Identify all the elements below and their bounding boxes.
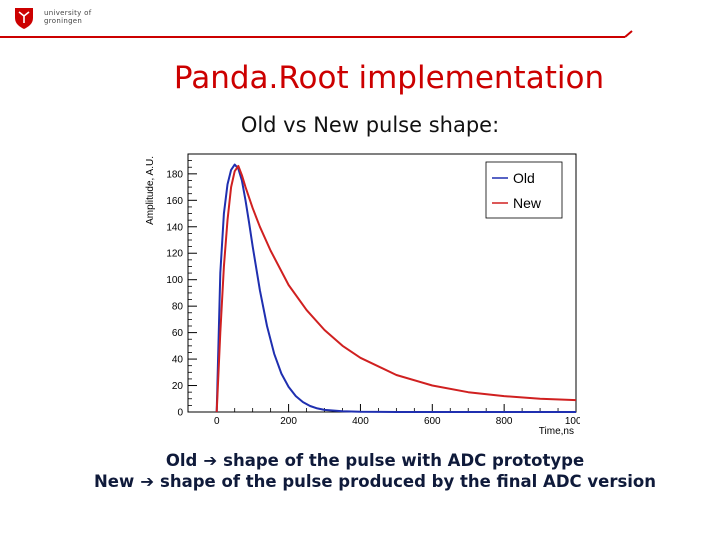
y-tick-label: 80 [172, 302, 184, 313]
caption-new-text: shape of the pulse produced by the final… [160, 472, 657, 491]
right-arrow-icon: ➔ [140, 472, 155, 491]
y-tick-label: 180 [166, 169, 183, 180]
y-axis-label: Amplitude, A.U. [145, 156, 156, 225]
series-line-new [215, 164, 577, 413]
logo-text-line2: groningen [44, 17, 83, 25]
logo-text-line1: university of [44, 9, 92, 17]
y-tick-label: 60 [172, 328, 184, 339]
x-tick-label: 1000 [565, 416, 580, 427]
x-tick-label: 800 [496, 416, 513, 427]
page-title: Panda.Root implementation [173, 60, 605, 96]
legend-box [485, 161, 563, 219]
y-tick-label: 100 [166, 275, 183, 286]
header: university of groningen [0, 0, 720, 40]
y-tick-label: 40 [172, 355, 184, 366]
right-arrow-icon: ➔ [203, 451, 218, 470]
y-tick-label: 140 [166, 222, 183, 233]
caption-line-1: Old ➔ shape of the pulse with ADC prototyp… [0, 451, 720, 470]
y-tick-label: 0 [177, 408, 183, 419]
legend-label: New [513, 195, 542, 211]
series-line-old [215, 163, 576, 413]
y-tick-label: 160 [166, 196, 183, 207]
caption-new-term: New [93, 472, 135, 491]
header-rule [0, 30, 633, 38]
pulse-shape-chart: 0 20 40 60 80 100 120 140 160 180 0 200 400 600 800 100… [145, 153, 580, 437]
chart-legend: Old New [485, 161, 563, 219]
caption-old-text: shape of the pulse with ADC prototype [223, 451, 585, 470]
x-axis-label: Time,ns [539, 426, 574, 437]
caption-old-term: Old [165, 451, 198, 470]
legend-label: Old [513, 170, 535, 186]
x-tick-label: 600 [424, 416, 441, 427]
y-tick-label: 120 [166, 249, 183, 260]
logo-text: university of groningen [44, 9, 92, 25]
page-subtitle: Old vs New pulse shape: [240, 113, 500, 137]
caption-line-2: New ➔ shape of the pulse produced by the f… [0, 472, 720, 491]
x-tick-label: 200 [280, 416, 297, 427]
university-crest-icon [15, 8, 33, 29]
x-tick-label: 400 [352, 416, 369, 427]
y-tick-label: 20 [172, 381, 184, 392]
x-tick-label: 0 [214, 416, 220, 427]
